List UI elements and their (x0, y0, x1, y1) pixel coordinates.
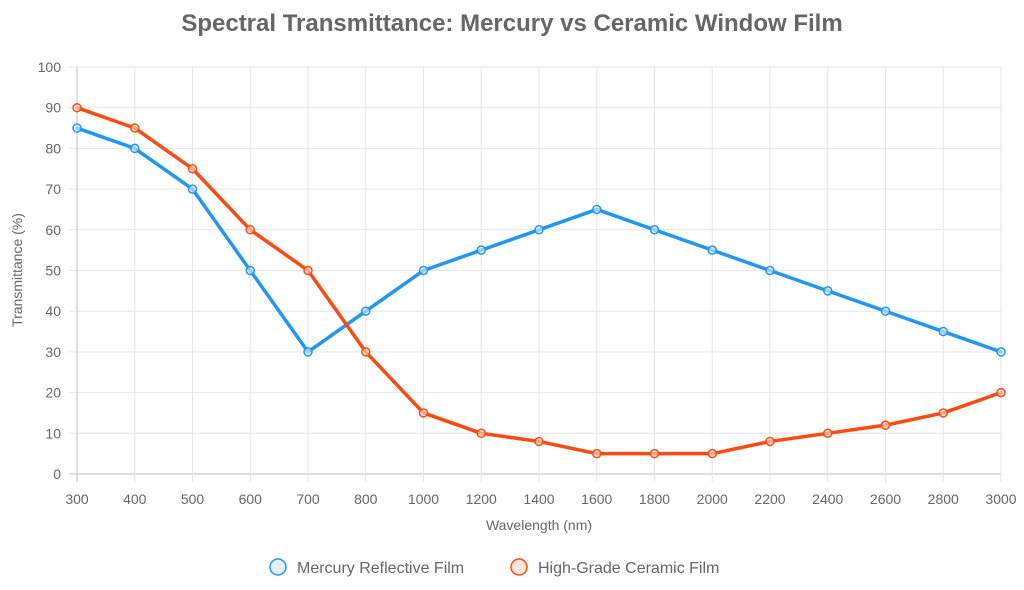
data-point[interactable] (823, 286, 833, 296)
x-tick-label: 1600 (581, 491, 612, 507)
legend-label: Mercury Reflective Film (297, 560, 464, 577)
x-tick-label: 1000 (408, 491, 439, 507)
x-tick-label: 700 (296, 491, 320, 507)
series-1 (72, 102, 1006, 459)
legend-item[interactable]: Mercury Reflective Film (269, 558, 464, 577)
x-tick-label: 800 (354, 491, 378, 507)
legend-item[interactable]: High-Grade Ceramic Film (510, 558, 719, 577)
y-tick-label: 50 (45, 263, 61, 279)
data-point[interactable] (938, 408, 948, 418)
x-tick-label: 2600 (870, 491, 901, 507)
y-tick-label: 10 (45, 425, 61, 441)
data-point[interactable] (707, 245, 717, 255)
data-point[interactable] (823, 428, 833, 439)
y-axis-label: Transmittance (%) (9, 213, 25, 327)
series (72, 102, 1006, 459)
chart-title: Spectral Transmittance: Mercury vs Ceram… (181, 10, 842, 37)
data-point[interactable] (418, 408, 429, 418)
data-point[interactable] (996, 347, 1006, 357)
data-point[interactable] (130, 123, 140, 133)
legend-marker-icon (510, 558, 528, 576)
data-point[interactable] (765, 265, 775, 276)
data-point[interactable] (534, 225, 544, 235)
data-point[interactable] (592, 448, 602, 459)
data-point[interactable] (130, 143, 140, 154)
series-0 (72, 123, 1006, 357)
data-point[interactable] (938, 326, 948, 337)
y-tick-label: 100 (38, 59, 62, 75)
y-tick-label: 0 (53, 466, 61, 482)
x-tick-label: 1200 (466, 491, 497, 507)
y-tick-label: 70 (45, 181, 61, 197)
y-tick-label: 80 (45, 140, 61, 156)
data-point[interactable] (361, 347, 371, 357)
legend: Mercury Reflective Film High-Grade Cerami… (269, 558, 719, 577)
x-tick-label: 300 (65, 491, 89, 507)
y-tick-label: 60 (45, 222, 61, 238)
data-point[interactable] (765, 436, 775, 447)
y-axis-ticks: 0 10 20 30 40 50 60 70 80 90 100 (38, 59, 62, 482)
x-tick-label: 2800 (928, 491, 959, 507)
y-tick-label: 20 (45, 385, 61, 401)
data-point[interactable] (534, 436, 544, 447)
x-tick-label: 600 (239, 491, 263, 507)
x-tick-label: 500 (181, 491, 205, 507)
data-point[interactable] (649, 225, 660, 235)
data-point[interactable] (476, 245, 486, 255)
data-point[interactable] (72, 102, 82, 113)
x-tick-label: 1400 (523, 491, 554, 507)
data-point[interactable] (245, 265, 255, 276)
data-point[interactable] (707, 448, 717, 459)
legend-marker-icon (269, 558, 287, 576)
x-tick-label: 2200 (754, 491, 785, 507)
data-point[interactable] (592, 204, 602, 215)
data-point[interactable] (649, 448, 660, 459)
data-point[interactable] (303, 347, 313, 357)
x-tick-label: 2400 (812, 491, 843, 507)
data-point[interactable] (187, 184, 198, 194)
x-tick-label: 1800 (639, 491, 670, 507)
x-axis-ticks: 300 400 500 600 700 800 1000 1200 1400 1600 1800 20… (65, 491, 1016, 507)
y-tick-label: 40 (45, 303, 61, 319)
data-point[interactable] (880, 306, 891, 316)
data-point[interactable] (880, 420, 891, 430)
data-point[interactable] (418, 265, 429, 276)
data-point[interactable] (996, 387, 1006, 398)
x-tick-label: 2000 (697, 491, 728, 507)
data-point[interactable] (476, 428, 486, 439)
x-tick-label: 3000 (985, 491, 1016, 507)
data-point[interactable] (72, 123, 82, 133)
data-point[interactable] (361, 306, 371, 316)
data-point[interactable] (303, 265, 313, 276)
x-tick-label: 400 (123, 491, 147, 507)
data-point[interactable] (245, 225, 255, 235)
grid (69, 66, 1002, 482)
y-tick-label: 90 (45, 100, 61, 116)
y-tick-label: 30 (45, 344, 61, 360)
x-axis-label: Wavelength (nm) (486, 517, 592, 533)
data-point[interactable] (187, 164, 198, 174)
legend-label: High-Grade Ceramic Film (538, 560, 719, 577)
